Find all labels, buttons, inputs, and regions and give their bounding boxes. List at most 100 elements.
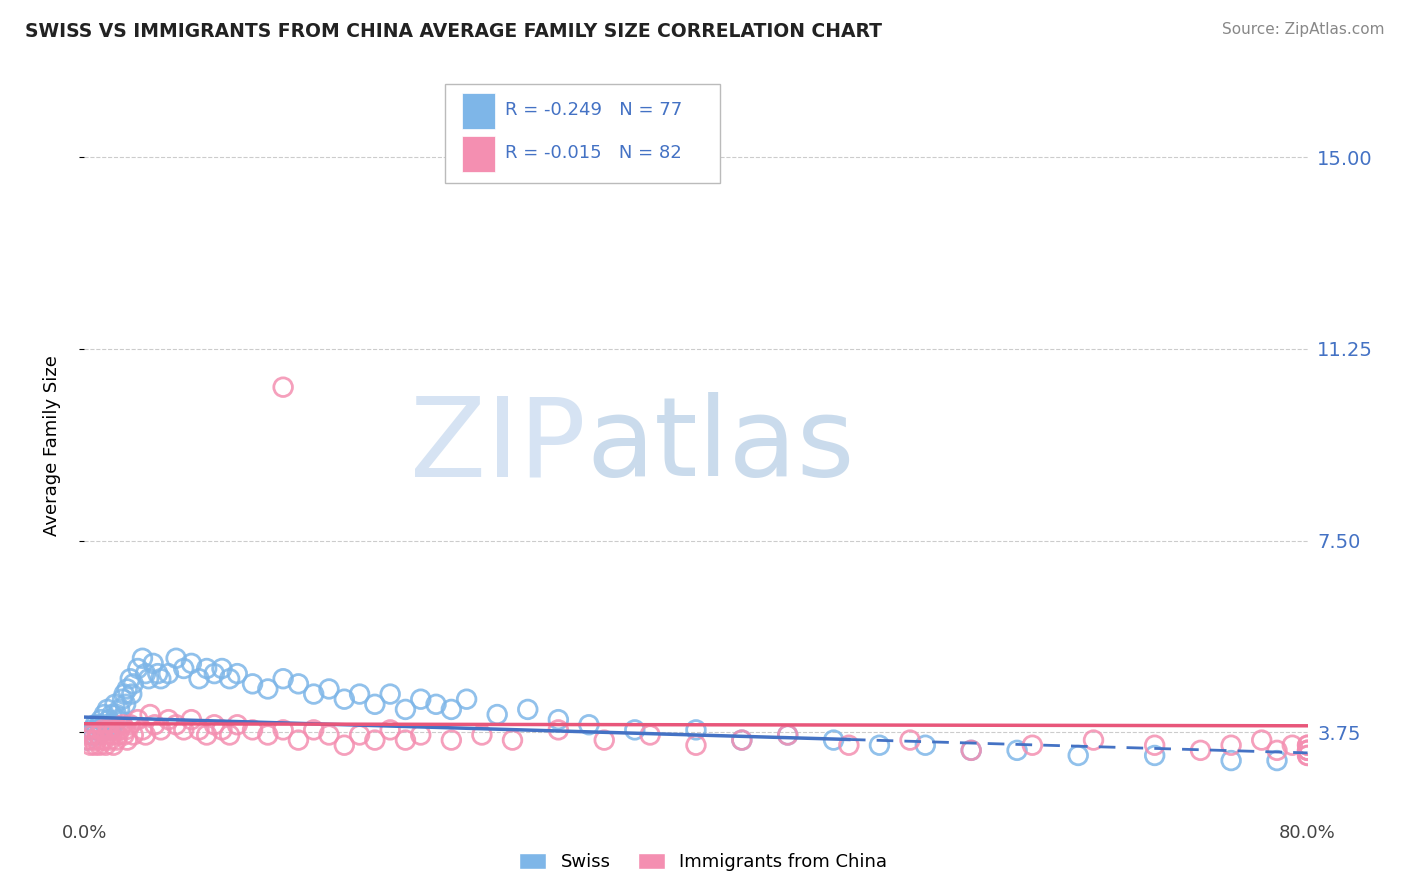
- Point: [80, 728, 103, 742]
- Point: [1220, 754, 1243, 768]
- Point: [1296, 738, 1319, 752]
- Point: [1143, 738, 1166, 752]
- Point: [104, 723, 127, 737]
- Point: [143, 718, 166, 732]
- Point: [218, 672, 240, 686]
- Point: [79, 738, 101, 752]
- Point: [79, 728, 101, 742]
- Point: [96, 728, 118, 742]
- Point: [1189, 743, 1212, 757]
- Point: [1067, 748, 1090, 763]
- Point: [101, 707, 124, 722]
- Point: [135, 728, 157, 742]
- Point: [1296, 748, 1319, 763]
- Point: [195, 661, 218, 675]
- Point: [1083, 733, 1105, 747]
- Point: [914, 738, 936, 752]
- Point: [776, 728, 799, 742]
- Point: [409, 692, 432, 706]
- Point: [84, 738, 107, 752]
- Point: [211, 661, 233, 675]
- Point: [195, 728, 218, 742]
- Point: [1296, 743, 1319, 757]
- Point: [960, 743, 983, 757]
- Point: [135, 666, 157, 681]
- Point: [471, 728, 494, 742]
- Text: R = -0.015   N = 82: R = -0.015 N = 82: [505, 145, 682, 162]
- Point: [1143, 748, 1166, 763]
- Point: [142, 657, 165, 671]
- Point: [823, 733, 845, 747]
- Point: [122, 677, 145, 691]
- Text: Source: ZipAtlas.com: Source: ZipAtlas.com: [1222, 22, 1385, 37]
- Point: [157, 713, 180, 727]
- Point: [440, 733, 463, 747]
- Point: [271, 380, 294, 394]
- Point: [1296, 743, 1319, 757]
- Point: [115, 733, 138, 747]
- Point: [104, 698, 127, 712]
- Point: [1296, 738, 1319, 752]
- Point: [157, 666, 180, 681]
- Point: [188, 672, 211, 686]
- Point: [211, 723, 233, 737]
- Point: [869, 738, 891, 752]
- Point: [1296, 748, 1319, 763]
- Point: [364, 733, 387, 747]
- Point: [287, 677, 309, 691]
- Point: [1220, 738, 1243, 752]
- Point: [394, 702, 416, 716]
- Point: [98, 733, 121, 747]
- Point: [165, 718, 187, 732]
- Point: [131, 723, 153, 737]
- Point: [173, 661, 195, 675]
- Text: atlas: atlas: [586, 392, 855, 500]
- Point: [271, 672, 294, 686]
- Point: [242, 677, 264, 691]
- Point: [731, 733, 754, 747]
- Point: [146, 666, 169, 681]
- Point: [112, 728, 135, 742]
- Point: [1005, 743, 1028, 757]
- Text: R = -0.249   N = 77: R = -0.249 N = 77: [505, 101, 682, 119]
- Y-axis label: Average Family Size: Average Family Size: [42, 356, 60, 536]
- Point: [226, 666, 249, 681]
- Point: [440, 702, 463, 716]
- Point: [76, 733, 98, 747]
- Legend: Swiss, Immigrants from China: Swiss, Immigrants from China: [512, 846, 894, 879]
- Point: [202, 718, 225, 732]
- Point: [1281, 738, 1303, 752]
- Point: [731, 733, 754, 747]
- Point: [94, 718, 117, 732]
- Point: [302, 687, 325, 701]
- Point: [271, 723, 294, 737]
- Point: [108, 723, 131, 737]
- Point: [84, 718, 107, 732]
- Point: [97, 713, 120, 727]
- Point: [98, 723, 121, 737]
- Point: [105, 707, 128, 722]
- Point: [486, 707, 509, 722]
- Point: [547, 713, 569, 727]
- Point: [91, 723, 114, 737]
- Point: [838, 738, 860, 752]
- Point: [83, 728, 105, 742]
- Point: [202, 666, 225, 681]
- Point: [83, 733, 105, 747]
- Point: [349, 687, 371, 701]
- Point: [188, 723, 211, 737]
- Point: [80, 723, 103, 737]
- Point: [91, 723, 114, 737]
- FancyBboxPatch shape: [463, 136, 495, 172]
- Point: [127, 661, 149, 675]
- Point: [380, 687, 402, 701]
- Point: [89, 738, 111, 752]
- Point: [394, 733, 416, 747]
- Point: [380, 723, 402, 737]
- Point: [90, 713, 112, 727]
- Point: [93, 707, 115, 722]
- Point: [173, 723, 195, 737]
- Point: [180, 713, 202, 727]
- Point: [97, 723, 120, 737]
- Point: [108, 702, 131, 716]
